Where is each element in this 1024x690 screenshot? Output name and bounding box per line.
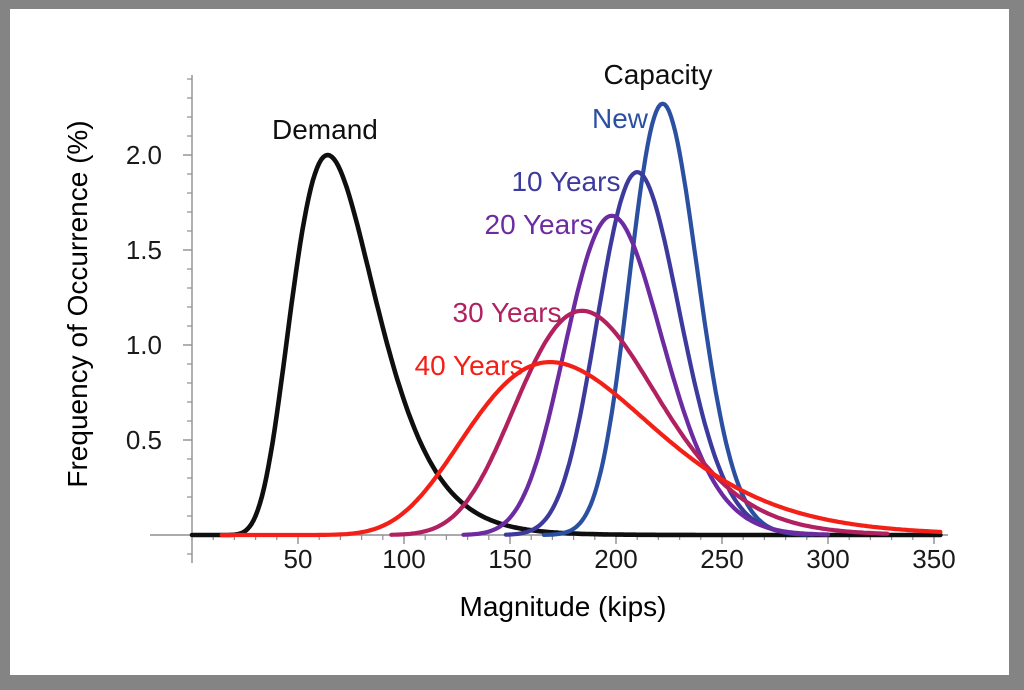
curve-new (541, 101, 809, 537)
curve-label-new: New (592, 102, 649, 134)
curve-label-capacity: Capacity (603, 59, 713, 91)
y-tick-label: 1.5 (126, 235, 162, 265)
x-tick-label: 350 (912, 544, 955, 574)
x-axis-title: Magnitude (kips) (459, 591, 667, 622)
curve-20-years (461, 213, 831, 537)
x-tick-label: 250 (700, 544, 743, 574)
y-tick-label: 1.0 (126, 330, 162, 360)
curve-label-demand: Demand (272, 114, 378, 146)
y-tick-label: 2.0 (126, 140, 162, 170)
curve-label-10-years: 10 Years (511, 165, 621, 197)
chart-card (10, 9, 1009, 675)
curve-label-30-years: 30 Years (452, 296, 562, 328)
curve-30-years (389, 308, 890, 537)
curve-label-20-years: 20 Years (484, 209, 594, 241)
x-tick-label: 300 (806, 544, 849, 574)
x-tick-label: 50 (284, 544, 313, 574)
curve-40-years (219, 360, 943, 538)
x-tick-label: 150 (488, 544, 531, 574)
x-tick-label: 100 (382, 544, 425, 574)
y-tick-label: 0.5 (126, 425, 162, 455)
y-axis-title: Frequency of Occurrence (%) (62, 120, 93, 488)
x-tick-label: 200 (594, 544, 637, 574)
curve-label-40-years: 40 Years (414, 349, 524, 381)
